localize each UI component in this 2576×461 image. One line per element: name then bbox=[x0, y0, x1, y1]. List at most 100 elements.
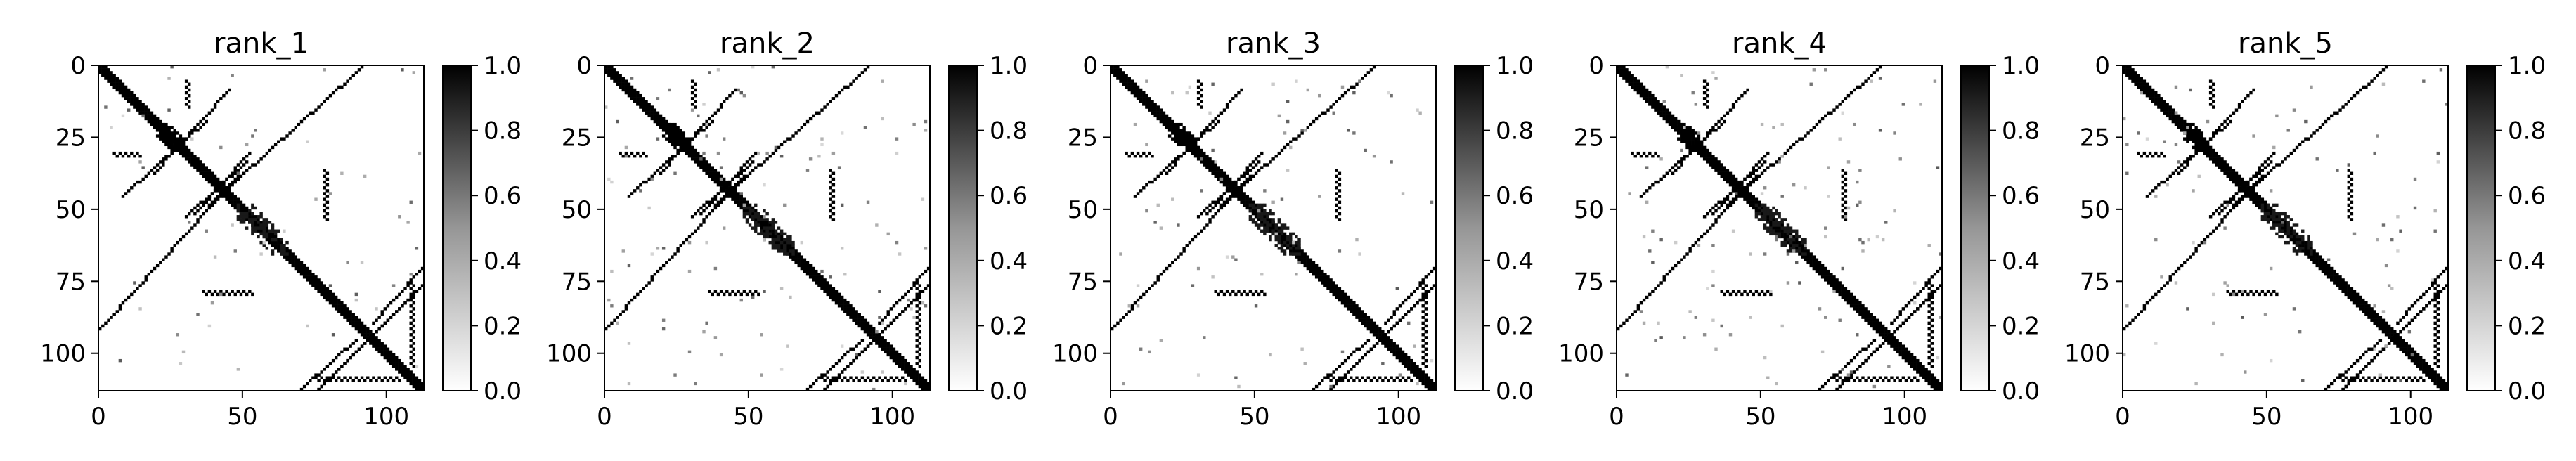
heatmap-cell bbox=[1798, 240, 1801, 245]
heatmap-cell bbox=[1648, 103, 1652, 106]
heatmap-cell bbox=[280, 247, 283, 250]
heatmap-cell bbox=[1922, 365, 1925, 368]
heatmap-cell bbox=[912, 379, 916, 383]
heatmap-cell bbox=[739, 171, 743, 175]
heatmap-cell bbox=[331, 376, 335, 379]
heatmap-cell bbox=[1706, 134, 1709, 138]
heatmap-cell bbox=[349, 310, 352, 313]
heatmap-cell bbox=[1858, 350, 1862, 354]
heatmap-cell bbox=[409, 344, 413, 348]
heatmap-cell bbox=[1274, 235, 1278, 239]
heatmap-cell bbox=[372, 339, 375, 342]
heatmap-cell bbox=[912, 368, 916, 371]
heatmap-cell bbox=[863, 318, 867, 322]
heatmap-cell bbox=[1407, 321, 1411, 325]
heatmap-cell bbox=[1858, 379, 1862, 383]
heatmap-cell bbox=[1763, 226, 1767, 230]
heatmap-cell bbox=[1300, 252, 1304, 256]
heatmap-cell bbox=[363, 324, 367, 328]
heatmap-cell bbox=[737, 88, 740, 92]
heatmap-cell bbox=[236, 200, 240, 204]
heatmap-cell bbox=[636, 103, 640, 106]
heatmap-cell bbox=[306, 269, 309, 273]
heatmap-cell bbox=[351, 342, 355, 345]
heatmap-cell bbox=[153, 117, 157, 121]
heatmap-cell bbox=[690, 103, 694, 106]
heatmap-cell bbox=[1352, 85, 1356, 89]
heatmap-cell bbox=[124, 151, 128, 155]
heatmap-cell bbox=[1165, 266, 1169, 271]
heatmap-cell bbox=[1286, 238, 1290, 242]
heatmap-cell bbox=[1907, 376, 1911, 379]
heatmap-cell bbox=[610, 65, 614, 69]
heatmap-cell bbox=[789, 240, 792, 245]
colorbar-tick-label: 0.6 bbox=[484, 182, 522, 210]
heatmap-cell bbox=[800, 266, 804, 271]
heatmap-cell bbox=[409, 356, 413, 360]
heatmap-cell bbox=[1830, 281, 1833, 285]
heatmap-cell bbox=[690, 232, 694, 236]
heatmap-cell bbox=[251, 134, 254, 138]
heatmap-cell bbox=[645, 100, 648, 103]
heatmap-cell bbox=[639, 183, 642, 187]
heatmap-cell bbox=[892, 353, 896, 357]
heatmap-cell bbox=[346, 318, 349, 322]
heatmap-cell bbox=[245, 215, 249, 219]
heatmap-cell bbox=[164, 140, 168, 143]
heatmap-cell bbox=[1231, 97, 1235, 100]
heatmap-cell bbox=[1654, 151, 1657, 155]
heatmap-cell bbox=[739, 166, 743, 169]
heatmap-cell bbox=[1219, 290, 1224, 293]
heatmap-cell bbox=[673, 171, 677, 175]
heatmap-cell bbox=[1878, 330, 1882, 334]
heatmap-cell bbox=[210, 203, 214, 207]
heatmap-cell bbox=[1924, 298, 1928, 302]
heatmap-cell bbox=[1671, 114, 1675, 118]
heatmap-cell bbox=[239, 160, 243, 164]
heatmap-cell bbox=[1677, 131, 1681, 135]
heatmap-cell bbox=[1731, 177, 1735, 181]
heatmap-cell bbox=[202, 212, 205, 216]
heatmap-cell bbox=[1933, 376, 1937, 379]
heatmap-cell bbox=[1884, 327, 1888, 331]
heatmap-cell bbox=[1752, 200, 1755, 204]
heatmap-cell bbox=[624, 79, 628, 83]
heatmap-cell bbox=[337, 368, 341, 371]
heatmap-cell bbox=[1174, 126, 1177, 129]
heatmap-cell bbox=[1922, 368, 1925, 371]
heatmap-cell bbox=[1364, 318, 1367, 322]
heatmap-cell bbox=[1887, 330, 1891, 334]
heatmap-cell bbox=[1628, 77, 1631, 80]
heatmap-cell bbox=[170, 145, 174, 150]
heatmap-cell bbox=[216, 183, 220, 187]
heatmap-cell bbox=[1410, 362, 1413, 365]
heatmap-cell bbox=[124, 93, 128, 98]
heatmap-cell bbox=[248, 209, 252, 213]
axes-frame bbox=[604, 65, 931, 391]
heatmap-cell bbox=[763, 223, 766, 227]
heatmap-cell bbox=[1130, 91, 1134, 95]
heatmap-cell bbox=[1280, 223, 1284, 227]
heatmap-cell bbox=[309, 269, 312, 273]
heatmap-cell bbox=[323, 203, 326, 207]
heatmap-cell bbox=[231, 183, 234, 187]
heatmap-cell bbox=[216, 100, 220, 103]
heatmap-cell bbox=[1668, 119, 1672, 124]
heatmap-cell bbox=[771, 226, 775, 230]
heatmap-cell bbox=[866, 330, 870, 334]
heatmap-cell bbox=[789, 249, 792, 253]
heatmap-cell bbox=[731, 197, 734, 201]
heatmap-cell bbox=[647, 111, 651, 115]
heatmap-cell bbox=[1752, 166, 1755, 169]
heatmap-cell bbox=[351, 353, 355, 357]
heatmap-cell bbox=[334, 301, 338, 305]
heatmap-cell bbox=[239, 200, 243, 204]
heatmap-cell bbox=[1326, 278, 1330, 282]
heatmap-cell bbox=[1225, 290, 1229, 293]
heatmap-cell bbox=[248, 215, 252, 219]
heatmap-cell bbox=[1881, 324, 1885, 328]
heatmap-cell bbox=[676, 126, 680, 129]
heatmap-cell bbox=[259, 221, 263, 224]
heatmap-cell bbox=[1133, 85, 1137, 89]
